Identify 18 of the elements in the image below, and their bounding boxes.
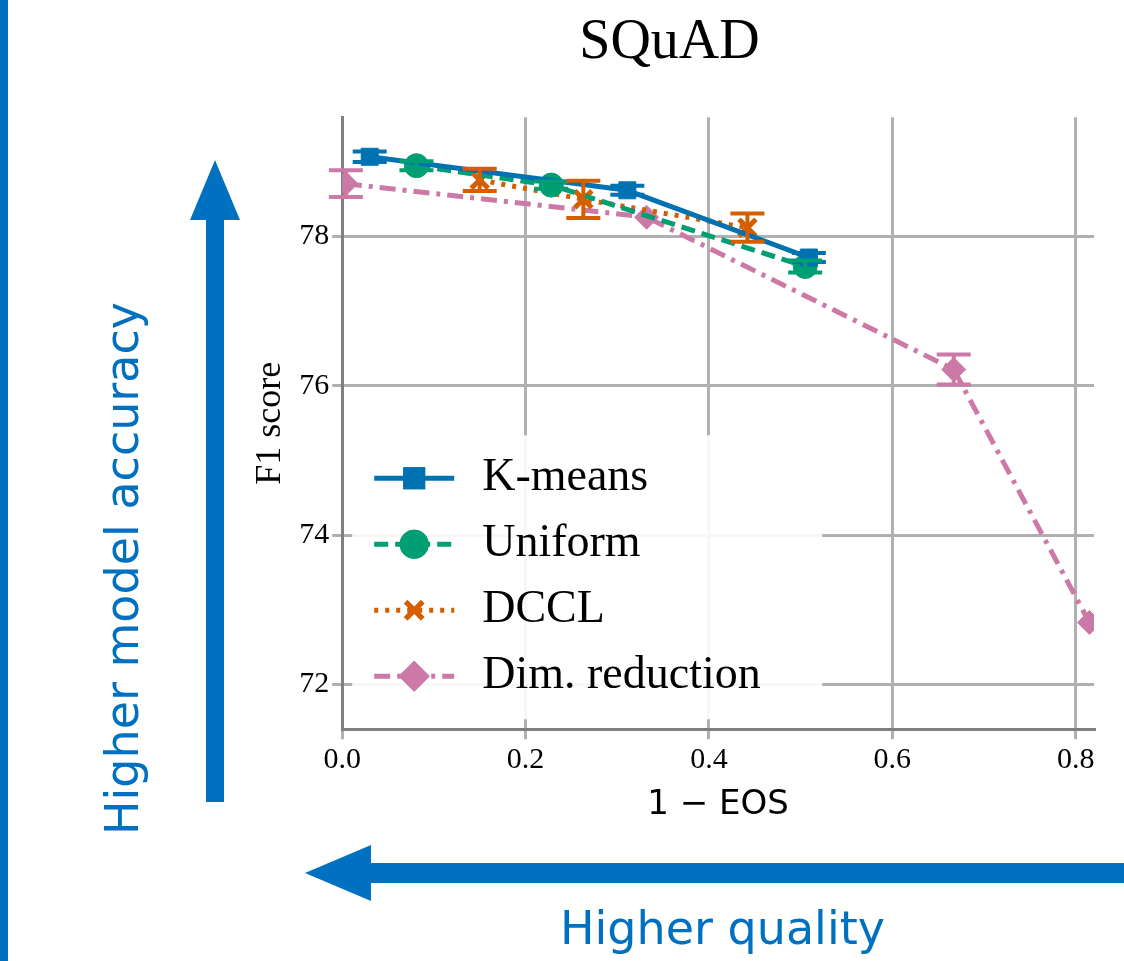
y-tick-label: 76	[299, 366, 330, 400]
y-tick-label: 78	[299, 217, 330, 251]
y-axis-title: F1 score	[248, 361, 289, 485]
y-tick-label: 74	[299, 516, 330, 550]
x-tick-label: 0.8	[1056, 741, 1095, 775]
x-tick-label: 0.2	[506, 741, 545, 775]
legend-label: K-means	[482, 449, 649, 501]
x-tick-label: 0.0	[323, 741, 361, 775]
x-axis-title: 1 − EOS	[647, 782, 789, 823]
y-tick-label: 72	[299, 665, 330, 699]
text: Higher model accuracy	[95, 302, 149, 835]
x-tick-label: 0.6	[873, 741, 912, 775]
legend-label: DCCL	[482, 581, 605, 633]
chart-title: SQuAD	[579, 8, 760, 71]
legend-label: Dim. reduction	[482, 647, 761, 699]
legend-label: Uniform	[482, 515, 641, 567]
text: Higher quality	[560, 900, 885, 956]
x-tick-label: 0.4	[690, 741, 728, 775]
